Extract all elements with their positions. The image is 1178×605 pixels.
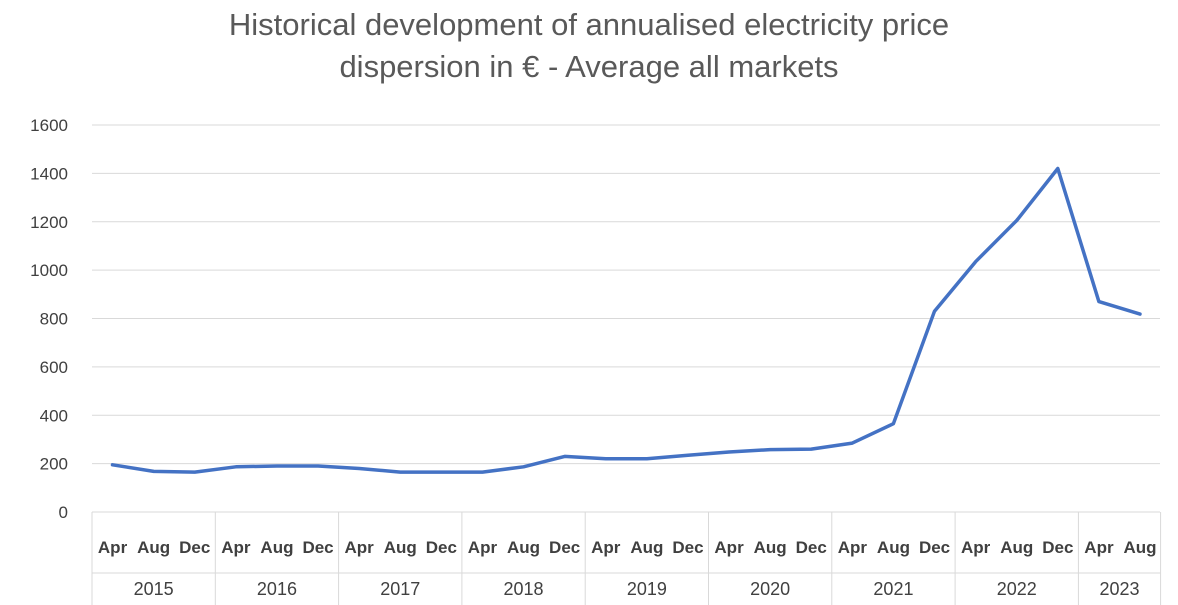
x-group-label: 2017 xyxy=(380,579,420,599)
y-tick-label: 800 xyxy=(40,310,68,329)
chart-title-line-1: Historical development of annualised ele… xyxy=(228,7,950,42)
series-line xyxy=(110,166,1142,474)
x-tick-label: Apr xyxy=(838,538,868,557)
x-tick-label: Dec xyxy=(302,538,333,557)
x-tick-label: Dec xyxy=(549,538,580,557)
x-tick-label: Aug xyxy=(507,538,540,557)
x-group-label: 2023 xyxy=(1099,579,1139,599)
y-tick-label: 1600 xyxy=(30,116,68,135)
x-tick-label: Aug xyxy=(1124,538,1157,557)
x-tick-label: Dec xyxy=(426,538,457,557)
x-tick-label: Apr xyxy=(345,538,375,557)
x-tick-label: Aug xyxy=(137,538,170,557)
x-tick-label: Aug xyxy=(630,538,663,557)
y-tick-label: 600 xyxy=(40,358,68,377)
y-tick-label: 1200 xyxy=(30,213,68,232)
x-group-label: 2022 xyxy=(997,579,1037,599)
x-tick-label: Apr xyxy=(468,538,498,557)
x-tick-label: Apr xyxy=(714,538,744,557)
x-group-label: 2019 xyxy=(627,579,667,599)
x-group-label: 2015 xyxy=(134,579,174,599)
x-tick-label: Dec xyxy=(179,538,210,557)
y-tick-label: 1400 xyxy=(30,164,68,183)
x-group-label: 2016 xyxy=(257,579,297,599)
x-tick-label: Aug xyxy=(260,538,293,557)
x-tick-label: Dec xyxy=(919,538,950,557)
x-tick-label: Dec xyxy=(672,538,703,557)
x-tick-label: Aug xyxy=(1000,538,1033,557)
x-tick-label: Apr xyxy=(961,538,991,557)
y-tick-label: 1000 xyxy=(30,261,68,280)
x-group-label: 2020 xyxy=(750,579,790,599)
chart-title-line-2: dispersion in € - Average all markets xyxy=(339,49,839,84)
x-tick-label: Aug xyxy=(877,538,910,557)
x-tick-label: Apr xyxy=(98,538,128,557)
y-tick-label: 200 xyxy=(40,455,68,474)
x-tick-label: Dec xyxy=(796,538,827,557)
x-tick-label: Dec xyxy=(1042,538,1073,557)
x-tick-label: Apr xyxy=(591,538,621,557)
x-group-label: 2021 xyxy=(873,579,913,599)
x-tick-label: Apr xyxy=(1084,538,1114,557)
x-tick-label: Aug xyxy=(754,538,787,557)
x-tick-label: Aug xyxy=(384,538,417,557)
x-group-label: 2018 xyxy=(504,579,544,599)
y-tick-label: 0 xyxy=(59,503,68,522)
y-tick-label: 400 xyxy=(40,406,68,425)
chart-title: Historical development of annualised ele… xyxy=(0,4,1178,88)
x-tick-label: Apr xyxy=(221,538,251,557)
